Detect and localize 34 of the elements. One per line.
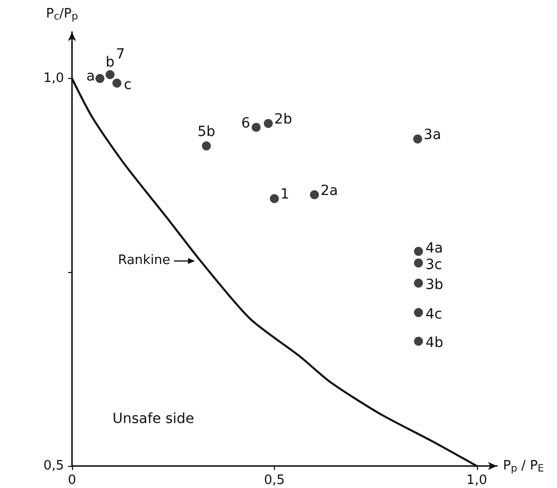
annotation: 1: [280, 186, 290, 203]
annotation: c: [124, 77, 132, 94]
point: [414, 258, 423, 268]
point: [414, 278, 423, 288]
x-tick-label: 1,0: [466, 473, 488, 488]
annotation: 3a: [424, 126, 442, 143]
point: [414, 336, 423, 346]
point: [202, 141, 211, 150]
point: [112, 78, 122, 88]
x-tick-label: 0: [68, 473, 76, 488]
annotation: 4a: [425, 240, 443, 256]
point: [264, 118, 273, 128]
legend-label: Rankine: [118, 253, 170, 268]
annotation: a: [86, 68, 95, 84]
annotation: 5b: [197, 124, 216, 140]
annotation: b: [106, 54, 115, 71]
point: [270, 194, 279, 204]
annotation: 2b: [274, 111, 292, 128]
annotation: 2a: [320, 182, 338, 199]
point: [413, 134, 422, 144]
annotation: 3b: [425, 277, 444, 294]
annotation: 4c: [425, 306, 442, 323]
annotation: 3c: [425, 256, 442, 273]
point: [252, 122, 261, 132]
point: [414, 308, 423, 318]
point: [414, 246, 423, 256]
annotation: 6: [241, 115, 250, 132]
annotation: Unsafe side: [112, 410, 194, 427]
point: [310, 190, 319, 200]
point: [95, 74, 104, 83]
point: [106, 70, 115, 80]
annotation: 7: [116, 46, 125, 63]
x-tick-label: 0,5: [264, 473, 285, 488]
annotation: 4b: [425, 335, 444, 352]
